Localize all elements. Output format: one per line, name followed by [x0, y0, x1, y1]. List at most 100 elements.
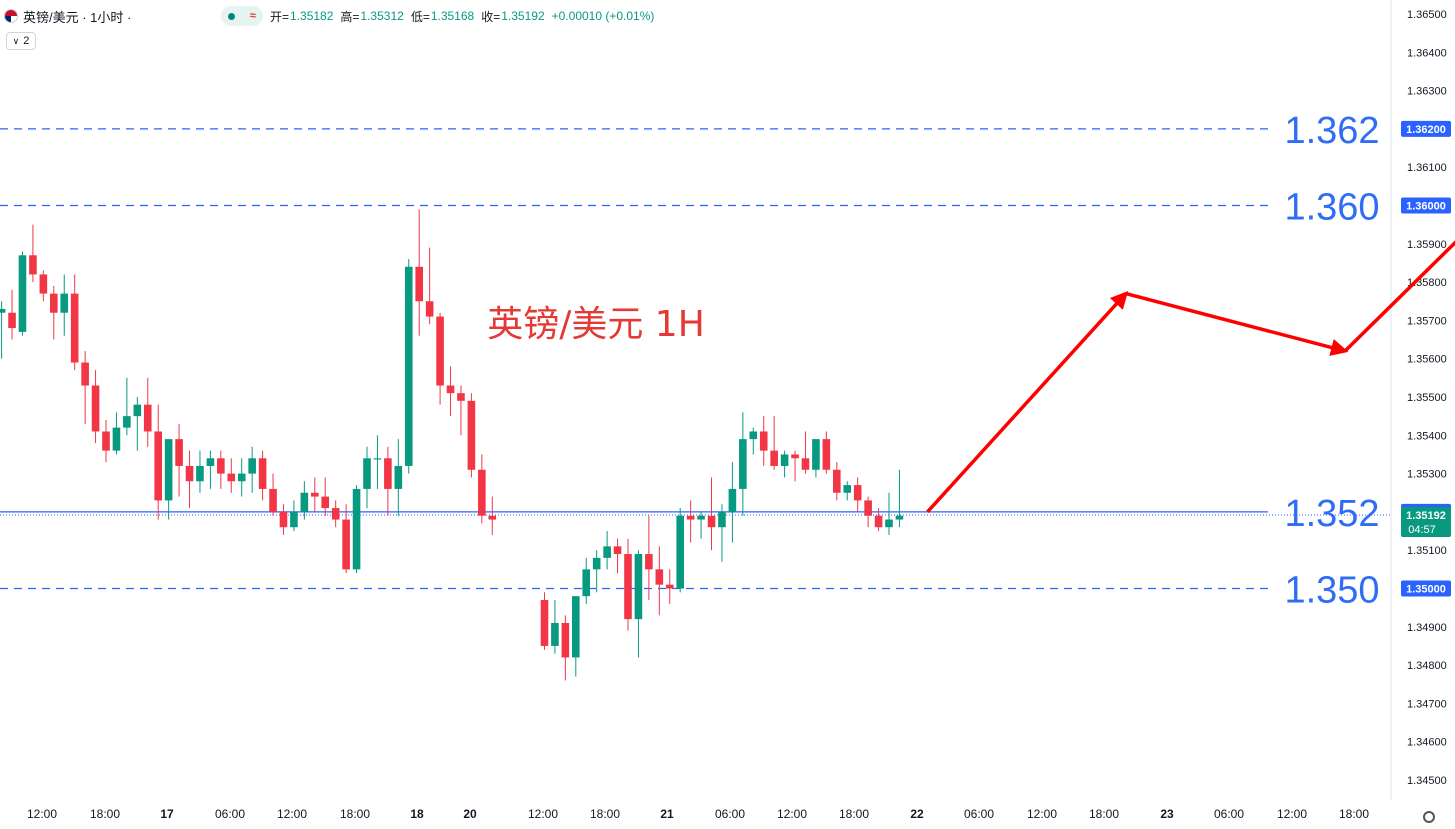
- candle-body: [686, 515, 695, 520]
- y-tick-label: 1.35400: [1407, 430, 1447, 442]
- candle-body: [749, 431, 758, 440]
- candle-body: [655, 569, 664, 585]
- x-tick-label: 12:00: [277, 807, 307, 821]
- candle-body: [645, 554, 653, 570]
- countdown-label: 04:57: [1408, 524, 1436, 536]
- x-tick-label: 06:00: [215, 807, 245, 821]
- gear-icon[interactable]: [1423, 811, 1435, 823]
- x-tick-label: 21: [660, 807, 674, 821]
- y-tick-label: 1.36400: [1407, 47, 1447, 59]
- candle-body: [676, 515, 684, 589]
- ohlc-low-value: 1.35168: [430, 9, 475, 23]
- candle-body: [874, 515, 883, 528]
- candle-body: [0, 308, 6, 313]
- indicator-count: 2: [23, 35, 30, 47]
- y-tick-label: 1.35500: [1407, 392, 1447, 404]
- candle-body: [603, 546, 611, 558]
- gb-flag-icon: [4, 9, 18, 23]
- candle-body: [363, 458, 371, 489]
- x-tick-label: 20: [463, 807, 477, 821]
- y-tick-label: 1.35900: [1407, 239, 1447, 251]
- candle-body: [227, 473, 236, 482]
- candle-body: [290, 511, 298, 528]
- candle-body: [175, 439, 183, 466]
- y-tick-label: 1.34900: [1407, 622, 1447, 634]
- candle-body: [728, 488, 737, 512]
- candle-body: [436, 316, 444, 386]
- candle-body: [478, 469, 486, 516]
- level-axis-tag: [1401, 197, 1451, 214]
- x-tick-label: 23: [1160, 807, 1174, 821]
- x-tick-label: 06:00: [715, 807, 745, 821]
- candle-body: [8, 312, 16, 329]
- candle-body: [853, 485, 862, 501]
- ohlc-open-label: 开=: [270, 9, 290, 24]
- indicator-toggle-button[interactable]: ∨ 2: [6, 32, 36, 50]
- level-label: 1.362: [1284, 110, 1379, 152]
- candles-group: [0, 209, 904, 681]
- projection-arrow: [926, 290, 1129, 514]
- candle-body: [488, 515, 497, 520]
- candle-body: [70, 293, 79, 363]
- candle-body: [300, 492, 309, 512]
- y-tick-label: 1.34700: [1407, 698, 1447, 710]
- candle-body: [321, 496, 330, 509]
- candle-body: [373, 458, 382, 460]
- candle-body: [822, 439, 831, 470]
- x-tick-label: 18: [410, 807, 424, 821]
- candle-body: [634, 554, 643, 620]
- candle-body: [885, 519, 893, 528]
- candle-body: [759, 431, 768, 451]
- candle-body: [164, 439, 173, 501]
- candle-body: [551, 622, 559, 646]
- level-label: 1.352: [1284, 493, 1379, 535]
- candle-body: [415, 266, 423, 302]
- candle-body: [102, 431, 110, 451]
- projection-arrow: [1343, 240, 1455, 353]
- candle-body: [572, 596, 580, 658]
- candle-body: [843, 485, 852, 493]
- candle-body: [50, 293, 58, 313]
- candle-body: [467, 400, 476, 470]
- chart-annotation: 英镑/美元 1H: [487, 304, 705, 345]
- candle-body: [895, 515, 904, 520]
- y-tick-label: 1.36100: [1407, 162, 1447, 174]
- candle-body: [457, 393, 465, 401]
- candle-body: [624, 554, 632, 620]
- candle-body: [279, 511, 288, 528]
- ohlc-open-value: 1.35182: [290, 9, 334, 23]
- level-axis-label: 1.36200: [1406, 124, 1446, 136]
- candle-body: [311, 492, 319, 497]
- level-axis-label: 1.36000: [1406, 201, 1446, 213]
- candle-body: [91, 385, 100, 432]
- y-tick-label: 1.34500: [1407, 775, 1447, 787]
- x-tick-label: 12:00: [777, 807, 807, 821]
- y-tick-label: 1.35700: [1407, 315, 1447, 327]
- ohlc-close-value: 1.35192: [501, 9, 545, 23]
- x-tick-label: 22: [910, 807, 924, 821]
- candle-body: [446, 385, 455, 394]
- x-tick-label: 18:00: [1089, 807, 1119, 821]
- x-tick-label: 06:00: [1214, 807, 1244, 821]
- candle-body: [29, 255, 37, 275]
- candle-body: [206, 458, 215, 466]
- level-axis-tag: [1401, 580, 1451, 597]
- candle-body: [258, 458, 267, 489]
- y-tick-label: 1.34600: [1407, 737, 1447, 749]
- current-price-label: 1.35192: [1406, 510, 1446, 522]
- x-tick-label: 18:00: [590, 807, 620, 821]
- candle-body: [833, 469, 841, 493]
- candle-body: [812, 439, 820, 470]
- candle-body: [112, 427, 121, 451]
- y-tick-label: 1.35600: [1407, 354, 1447, 366]
- wave-icon: ≈: [249, 10, 256, 22]
- ohlc-legend: 开= 1.35182 高= 1.35312 低= 1.35168 收= 1.35192 …: [270, 6, 661, 26]
- candle-body: [404, 266, 413, 466]
- market-status-pill[interactable]: ≈: [221, 6, 263, 26]
- ohlc-change-value: +0.00010 (+0.01%): [551, 9, 655, 23]
- candle-body: [154, 431, 162, 501]
- candle-body: [185, 465, 194, 482]
- symbol-title[interactable]: 英镑/美元 · 1小时 ·: [23, 9, 132, 25]
- candle-body: [394, 465, 403, 489]
